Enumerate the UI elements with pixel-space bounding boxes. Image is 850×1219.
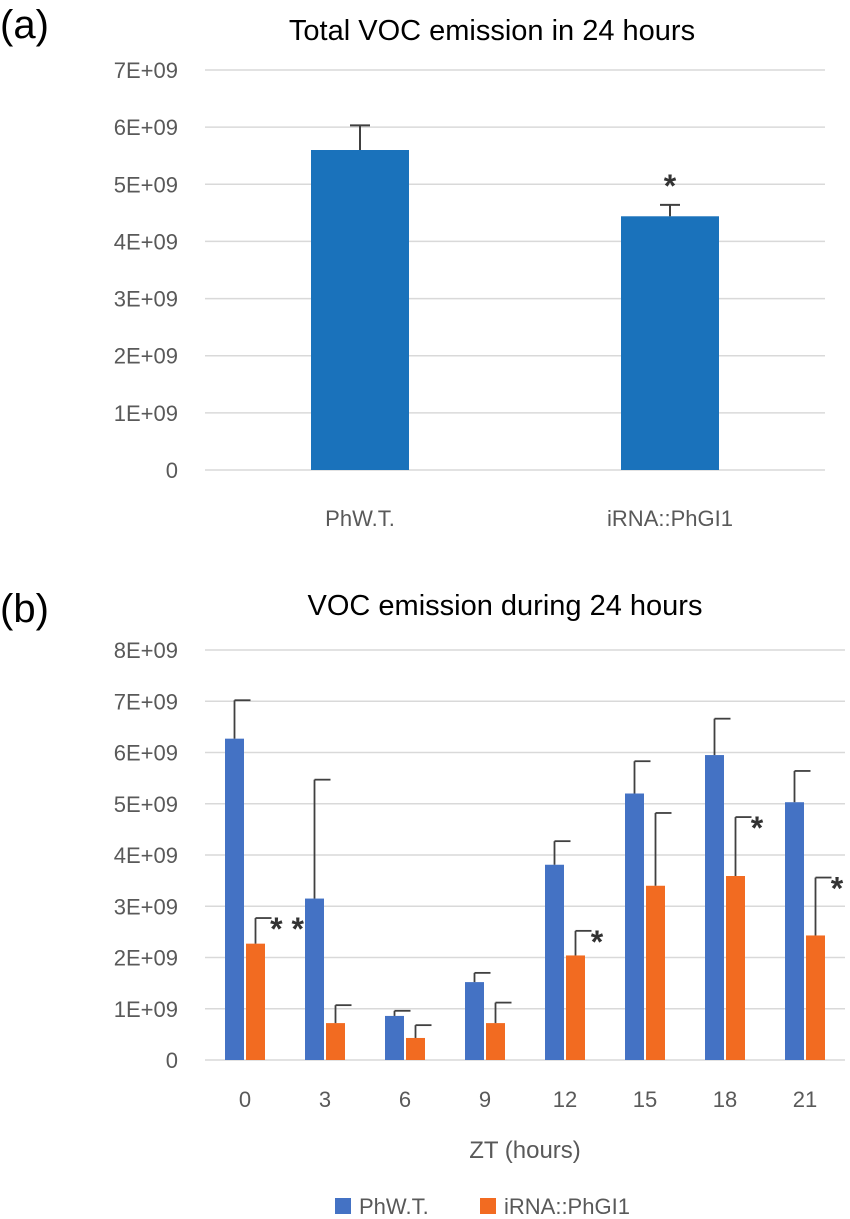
panel-a-x-tick-label: PhW.T. (325, 506, 395, 531)
panel-b-legend: PhW.T. iRNA::PhGI1 (335, 1194, 630, 1219)
panel-b-y-tick-labels: 0 1E+09 2E+09 3E+09 4E+09 5E+09 6E+09 7E+09 8E+0… (114, 638, 178, 1073)
panel-a-y-tick-label: 0 (166, 458, 178, 483)
panel-b-bar (545, 864, 564, 1060)
panel-b-bar (225, 738, 244, 1060)
panel-b-x-tick-label: 18 (713, 1087, 737, 1112)
panel-b: (b) VOC emission during 24 hours 0 1E+09 2… (0, 587, 845, 1219)
panel-a-y-tick-label: 3E+09 (114, 287, 178, 312)
legend-swatch (480, 1198, 496, 1214)
panel-b-y-tick-label: 8E+09 (114, 638, 178, 663)
panel-b-y-tick-label: 6E+09 (114, 741, 178, 766)
panel-b-x-tick-label: 21 (793, 1087, 817, 1112)
panel-b-title: VOC emission during 24 hours (308, 590, 703, 622)
panel-b-x-axis-title: ZT (hours) (469, 1137, 581, 1164)
panel-b-bar (385, 1015, 404, 1060)
panel-a: (a) Total VOC emission in 24 hours 0 1E+0… (0, 3, 825, 531)
panel-a-y-tick-label: 6E+09 (114, 115, 178, 140)
panel-b-bar (566, 955, 585, 1060)
panel-b-gridlines (205, 649, 845, 1061)
panel-a-y-tick-label: 4E+09 (114, 229, 178, 254)
panel-b-x-tick-label: 9 (479, 1087, 491, 1112)
panel-b-y-tick-label: 7E+09 (114, 689, 178, 714)
panel-a-significance-mark: * (664, 168, 677, 204)
panel-a-y-tick-label: 1E+09 (114, 401, 178, 426)
panel-b-bar (625, 793, 644, 1060)
panel-b-y-tick-label: 0 (166, 1048, 178, 1073)
panel-b-x-tick-label: 15 (633, 1087, 657, 1112)
legend-label: iRNA::PhGI1 (504, 1194, 630, 1219)
panel-b-y-tick-label: 3E+09 (114, 894, 178, 919)
panel-b-y-tick-label: 1E+09 (114, 997, 178, 1022)
panel-b-bar (486, 1023, 505, 1060)
panel-a-gridlines (205, 69, 825, 471)
panel-b-bar (705, 755, 724, 1060)
panel-b-x-tick-label: 12 (553, 1087, 577, 1112)
panel-a-bar (621, 216, 719, 470)
panel-b-y-tick-label: 2E+09 (114, 946, 178, 971)
panel-b-y-tick-label: 4E+09 (114, 843, 178, 868)
panel-a-y-tick-label: 2E+09 (114, 344, 178, 369)
panel-b-y-tick-label: 5E+09 (114, 792, 178, 817)
panel-b-significance-mark: * (591, 924, 604, 960)
panel-a-y-tick-labels: 0 1E+09 2E+09 3E+09 4E+09 5E+09 6E+09 7E+09 (114, 58, 178, 483)
panel-b-significance-mark: * (751, 810, 764, 846)
panel-b-bar (465, 982, 484, 1060)
panel-b-x-tick-label: 3 (319, 1087, 331, 1112)
panel-a-x-tick-label: iRNA::PhGI1 (607, 506, 733, 531)
panel-b-bar (646, 885, 665, 1060)
panel-b-x-tick-label: 0 (239, 1087, 251, 1112)
panel-b-x-tick-labels: 0 3 6 9 12 15 18 21 (239, 1087, 817, 1112)
panel-a-x-tick-labels: PhW.T. iRNA::PhGI1 (325, 506, 733, 531)
panel-b-bar (326, 1023, 345, 1060)
panel-a-y-tick-label: 5E+09 (114, 172, 178, 197)
legend-label: PhW.T. (359, 1194, 429, 1219)
panel-a-label: (a) (0, 3, 49, 47)
panel-b-bar (406, 1037, 425, 1060)
panel-b-significance-mark: * * (270, 911, 304, 947)
panel-a-y-tick-label: 7E+09 (114, 58, 178, 83)
panel-a-bar (311, 150, 409, 470)
panel-b-significance-mark: * (831, 871, 844, 907)
panel-b-bar (246, 943, 265, 1060)
panel-a-bars: * (311, 124, 719, 470)
panel-b-label: (b) (0, 587, 49, 631)
panel-b-x-tick-label: 6 (399, 1087, 411, 1112)
panel-b-bar (305, 898, 324, 1060)
panel-b-bar (806, 935, 825, 1060)
panel-b-bars: * * * * * (225, 699, 844, 1060)
panel-b-bar (785, 802, 804, 1060)
panel-a-title: Total VOC emission in 24 hours (289, 15, 695, 47)
legend-swatch (335, 1198, 351, 1214)
panel-b-bar (726, 876, 745, 1060)
